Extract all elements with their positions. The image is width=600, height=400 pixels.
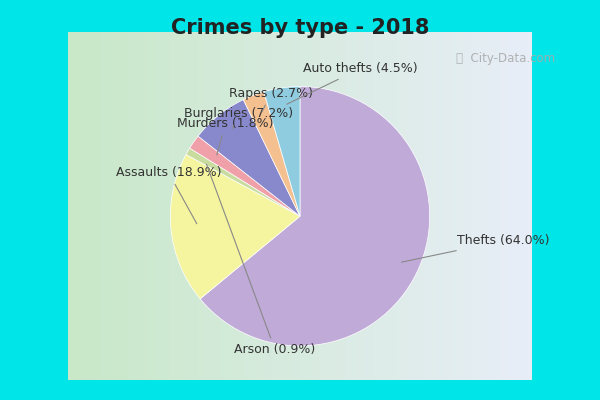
Wedge shape (264, 86, 300, 216)
Wedge shape (198, 100, 300, 216)
Wedge shape (200, 86, 430, 346)
Wedge shape (190, 136, 300, 216)
Text: Auto thefts (4.5%): Auto thefts (4.5%) (287, 62, 418, 104)
Wedge shape (186, 148, 300, 216)
Text: Murders (1.8%): Murders (1.8%) (177, 117, 274, 155)
Text: Thefts (64.0%): Thefts (64.0%) (401, 234, 550, 262)
Text: Burglaries (7.2%): Burglaries (7.2%) (184, 107, 293, 129)
Text: Arson (0.9%): Arson (0.9%) (206, 164, 316, 356)
Text: Crimes by type - 2018: Crimes by type - 2018 (171, 18, 429, 38)
Wedge shape (244, 92, 300, 216)
Text: Assaults (18.9%): Assaults (18.9%) (116, 166, 221, 224)
Text: ⓘ  City-Data.com: ⓘ City-Data.com (456, 52, 555, 65)
Wedge shape (170, 154, 300, 299)
Text: Rapes (2.7%): Rapes (2.7%) (229, 87, 313, 112)
